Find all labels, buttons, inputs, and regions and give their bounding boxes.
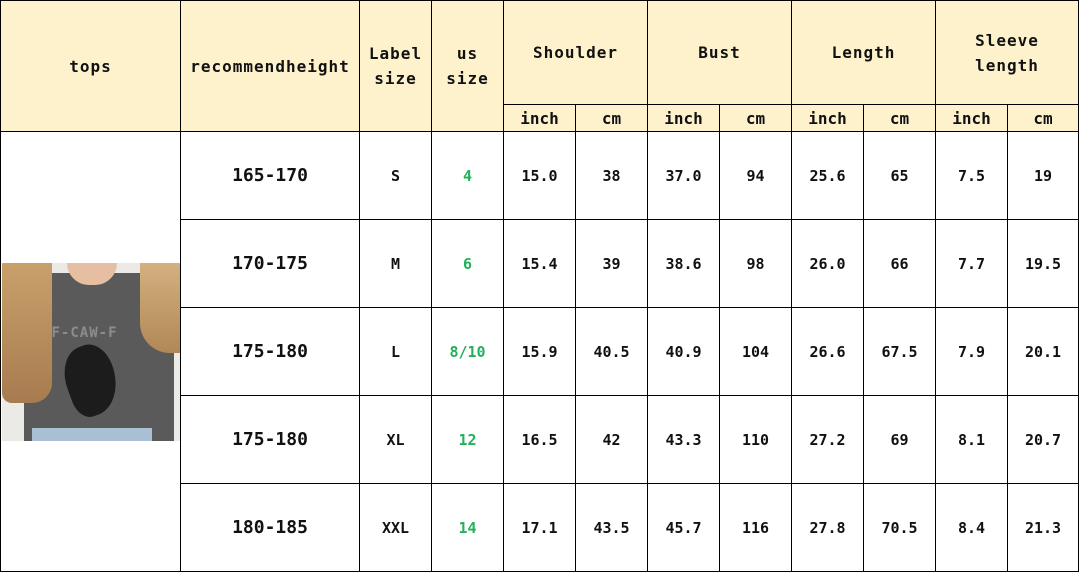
cell-shoulder-inch: 17.1	[503, 483, 576, 572]
cell-length-inch: 25.6	[791, 131, 864, 220]
cell-shoulder-cm: 42	[575, 395, 648, 484]
table-row: 175-180 L 8/10 15.9 40.5 40.9 104 26.6 67.5 7.9 20…	[1, 307, 1079, 396]
cell-sleeve-cm: 19	[1007, 131, 1079, 220]
cell-length-cm: 66	[862, 219, 937, 308]
unit-cm: cm	[1007, 104, 1079, 132]
cell-shoulder-cm: 43.5	[575, 483, 648, 572]
cell-sleeve-cm: 21.3	[1007, 483, 1079, 572]
unit-inch: inch	[647, 104, 720, 132]
sleeve-line2: length	[975, 55, 1039, 75]
cell-bust-inch: 43.3	[647, 395, 720, 484]
cell-height: 180-185	[180, 483, 360, 572]
cell-us-size: 12	[431, 395, 504, 484]
cell-length-cm: 69	[862, 395, 937, 484]
cell-shoulder-inch: 15.9	[503, 307, 576, 396]
unit-cm: cm	[575, 104, 648, 132]
cell-sleeve-inch: 8.4	[935, 483, 1009, 572]
unit-inch: inch	[791, 104, 864, 132]
cell-us-size: 4	[431, 131, 504, 220]
cell-sleeve-inch: 7.7	[935, 219, 1009, 308]
cell-height: 175-180	[180, 395, 360, 484]
header-shoulder: Shoulder	[503, 0, 648, 105]
cell-us-size: 6	[431, 219, 504, 308]
table-row: 180-185 XXL 14 17.1 43.5 45.7 116 27.8 70.5 8.4 21…	[1, 483, 1079, 572]
table-row: 170-175 M 6 15.4 39 38.6 98 26.0 66 7.7 19.5	[1, 219, 1079, 308]
product-photo: F-CAW-F	[1, 262, 180, 441]
cell-bust-cm: 98	[719, 219, 792, 308]
header-label-size: Label size	[359, 0, 432, 132]
cell-sleeve-inch: 7.5	[935, 131, 1009, 220]
cell-shoulder-inch: 15.4	[503, 219, 576, 308]
cell-shoulder-cm: 39	[575, 219, 648, 308]
cell-sleeve-cm: 20.7	[1007, 395, 1079, 484]
cell-height: 175-180	[180, 307, 360, 396]
cell-label-size: XXL	[359, 483, 432, 572]
sleeve-line1: Sleeve	[975, 30, 1039, 50]
header-length: Length	[790, 0, 937, 105]
product-image-cell: F-CAW-F	[0, 131, 181, 572]
cell-bust-inch: 40.9	[647, 307, 720, 396]
cell-shoulder-inch: 16.5	[503, 395, 576, 484]
cell-shoulder-cm: 38	[575, 131, 648, 220]
cell-us-size: 8/10	[431, 307, 504, 396]
cell-bust-cm: 110	[719, 395, 792, 484]
table-row: 175-180 XL 12 16.5 42 43.3 110 27.2 69 8.1 20.7	[1, 395, 1079, 484]
us-line2: size	[446, 69, 489, 88]
shirt-print-text: F-CAW-F	[51, 324, 118, 341]
header-us-size: us size	[431, 0, 504, 132]
cell-length-inch: 27.2	[791, 395, 864, 484]
header-bust: Bust	[647, 0, 792, 105]
unit-inch: inch	[935, 104, 1009, 132]
cell-sleeve-cm: 19.5	[1007, 219, 1079, 308]
cell-height: 165-170	[180, 131, 360, 220]
table-row: F-CAW-F 165-170 S 4 15.0 38 37.0 94 25.6 65 7.5 19	[0, 131, 1079, 572]
cell-label-size: S	[359, 131, 432, 220]
cell-label-size: L	[359, 307, 432, 396]
label-line1: Label	[368, 44, 423, 63]
cell-bust-inch: 37.0	[647, 131, 720, 220]
cell-bust-cm: 94	[719, 131, 792, 220]
cell-label-size: XL	[359, 395, 432, 484]
label-line2: size	[374, 69, 417, 88]
unit-cm: cm	[719, 104, 792, 132]
unit-inch: inch	[503, 104, 576, 132]
header-sleeve-length: Sleeve length	[935, 0, 1079, 105]
us-line1: us	[456, 44, 479, 63]
cell-sleeve-cm: 20.1	[1007, 307, 1079, 396]
cell-length-inch: 27.8	[791, 483, 864, 572]
cell-bust-inch: 45.7	[647, 483, 720, 572]
header-recommend-height: recommendheight	[180, 0, 360, 132]
cell-length-cm: 70.5	[862, 483, 937, 572]
cell-us-size: 14	[431, 483, 504, 572]
cell-shoulder-cm: 40.5	[575, 307, 648, 396]
cell-shoulder-inch: 15.0	[503, 131, 576, 220]
cell-bust-cm: 116	[719, 483, 792, 572]
cell-bust-inch: 38.6	[647, 219, 720, 308]
cell-sleeve-inch: 7.9	[935, 307, 1009, 396]
unit-cm: cm	[862, 104, 937, 132]
cell-length-inch: 26.6	[791, 307, 864, 396]
cell-length-cm: 65	[862, 131, 937, 220]
cell-length-inch: 26.0	[791, 219, 864, 308]
cell-sleeve-inch: 8.1	[935, 395, 1009, 484]
cell-label-size: M	[359, 219, 432, 308]
cell-length-cm: 67.5	[862, 307, 937, 396]
header-tops: tops	[0, 0, 181, 132]
cell-bust-cm: 104	[719, 307, 792, 396]
cell-height: 170-175	[180, 219, 360, 308]
